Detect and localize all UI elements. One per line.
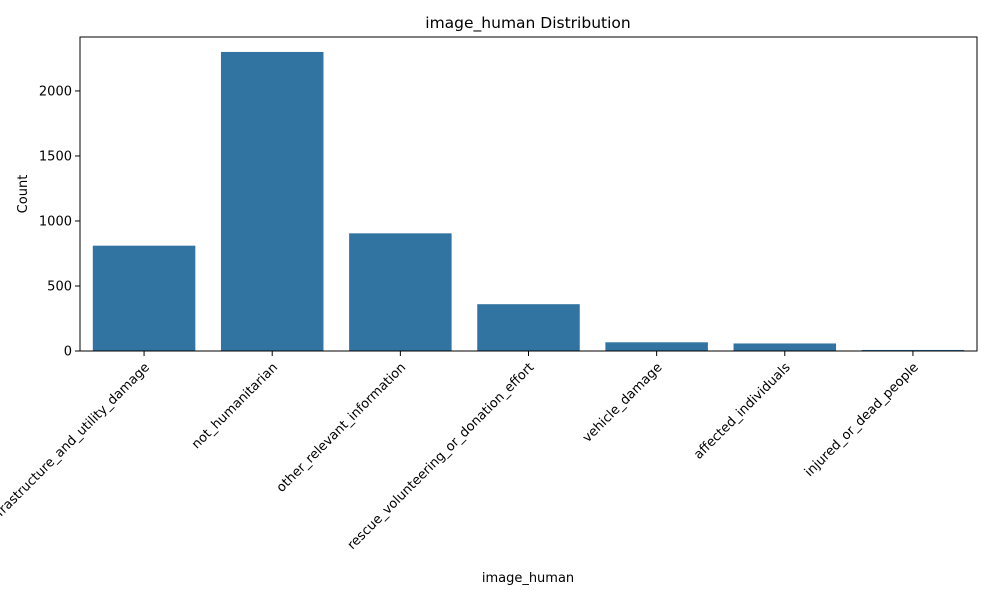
plot-frame — [79, 36, 978, 352]
bars-group — [92, 51, 965, 351]
x-tick-label: not_humanitarian — [189, 360, 281, 452]
y-axis-label: Count — [16, 175, 31, 214]
x-axis-label: image_human — [482, 571, 574, 586]
x-tick-label: affected_individuals — [691, 360, 794, 463]
bar-other-relevant-information — [349, 233, 452, 351]
y-tick-label: 500 — [47, 279, 72, 294]
bar-injured-or-dead-people — [861, 349, 965, 351]
x-tick-label: other_relevant_information — [274, 360, 409, 495]
bar-not-humanitarian — [220, 51, 324, 351]
x-tick-label: vehicle_damage — [580, 360, 665, 445]
x-axis: infrastructure_and_utility_damage not_hum… — [0, 351, 922, 553]
y-tick-label: 2000 — [39, 84, 72, 99]
chart-title: image_human Distribution — [425, 14, 630, 33]
x-tick-label: infrastructure_and_utility_damage — [0, 360, 153, 528]
bar-rescue-volunteering-or-donation-effort — [477, 304, 580, 351]
x-tick-label: injured_or_dead_people — [802, 360, 922, 480]
y-tick-label: 1500 — [39, 149, 72, 164]
bar-infrastructure-and-utility-damage — [92, 245, 196, 351]
bar-affected-individuals — [733, 343, 837, 351]
y-tick-label: 0 — [64, 345, 72, 360]
y-axis: 0 500 1000 1500 2000 — [39, 84, 80, 360]
bar-vehicle-damage — [605, 342, 708, 351]
y-tick-label: 1000 — [39, 214, 72, 229]
